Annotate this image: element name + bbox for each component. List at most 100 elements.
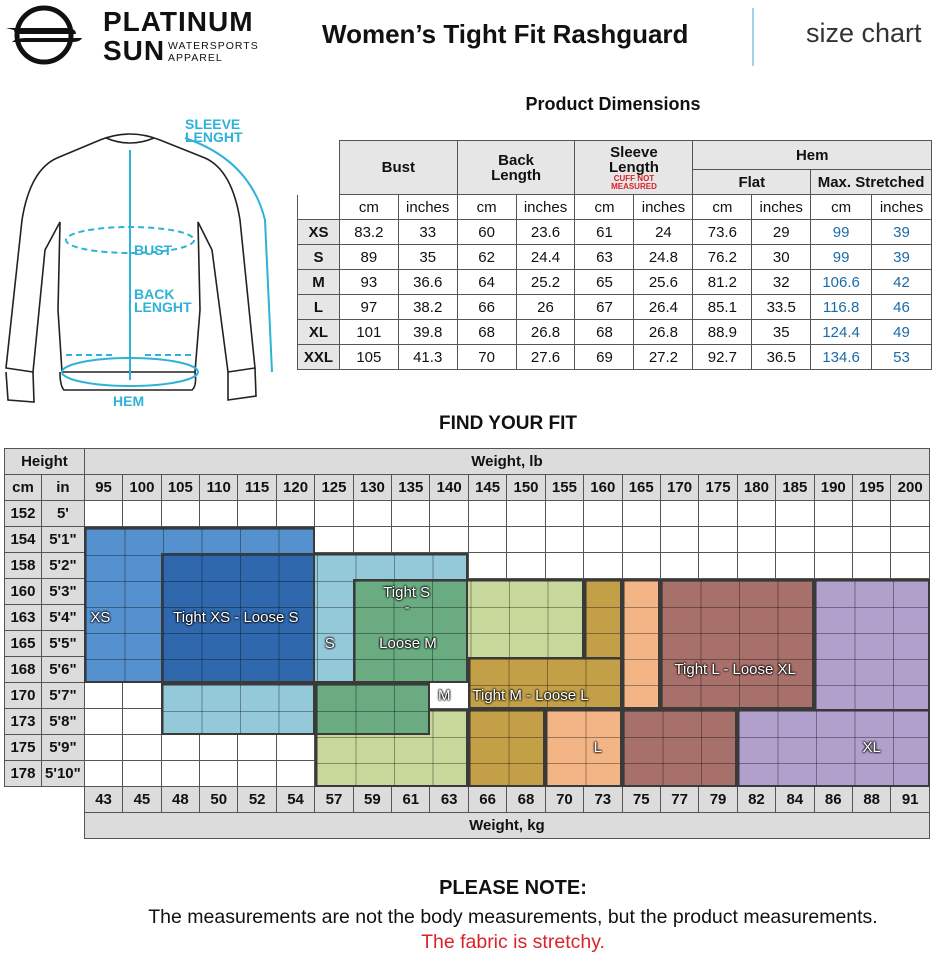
unit-header: cm	[338, 194, 399, 220]
dimension-value: 26	[515, 294, 576, 320]
grid-cell	[659, 500, 700, 527]
grid-cell	[237, 734, 277, 761]
size-label: XXL	[297, 344, 340, 370]
grid-cell	[391, 500, 431, 527]
weight-lb-cell: 100	[122, 474, 162, 501]
dimension-value: 67	[574, 294, 635, 320]
unit-header: inches	[751, 194, 812, 220]
units-corner	[297, 194, 340, 220]
dimension-value: 42	[871, 269, 932, 295]
weight-kg-cell: 57	[314, 786, 354, 813]
dimension-value: 99	[810, 219, 873, 245]
zone-label-tight-s-1: Tight S	[383, 583, 431, 601]
zone-tight_l-b	[622, 708, 738, 787]
dimension-value: 66	[456, 294, 517, 320]
dimension-value: 68	[574, 319, 635, 345]
grid-cell	[122, 734, 162, 761]
brand-tagline-line1: WATERSPORTS	[168, 40, 259, 52]
dimension-value: 25.6	[633, 269, 694, 295]
height-in-cell: 5'	[40, 500, 85, 527]
height-in-cell: 5'4"	[40, 604, 85, 631]
height-in-cell: 5'2"	[40, 552, 85, 579]
fit-title: FIND YOUR FIT	[439, 413, 577, 434]
height-in-cell: 5'5"	[40, 630, 85, 657]
zone-tight_l	[660, 578, 815, 709]
grid-cell	[160, 760, 201, 787]
dimension-value: 25.2	[515, 269, 576, 295]
weight-kg-cell: 88	[851, 786, 892, 813]
back-length-label: BACK LENGHT	[134, 286, 192, 315]
weight-kg-row: 43 45 48 50 52 54 57 59 61 63 66 68 70 73 75 77 79 82 84 86…	[5, 786, 930, 813]
height-in-cell: 5'7"	[40, 682, 85, 709]
height-cm-cell: 160	[4, 578, 42, 605]
grid-cell	[659, 552, 700, 579]
dimension-value: 32	[751, 269, 812, 295]
weight-lb-header: Weight, lb	[83, 448, 931, 475]
zone-label-tight-xs: Tight XS - Loose S	[173, 608, 299, 626]
height-cm-cell: 170	[4, 682, 42, 709]
height-in-cell: 5'9"	[40, 734, 85, 761]
size-label: XL	[297, 319, 340, 345]
dimension-value: 53	[871, 344, 932, 370]
weight-kg-cell: 48	[160, 786, 201, 813]
weight-kg-cell: 84	[775, 786, 815, 813]
dimension-value: 63	[574, 244, 635, 270]
zone-tight_m-b	[468, 656, 623, 709]
size-row: S 89 35 62 24.4 63 24.8 76.2 30 99 39	[297, 244, 932, 270]
grid-cell	[890, 552, 930, 579]
zone-tight_s	[353, 578, 469, 683]
weight-lb-cell: 105	[160, 474, 201, 501]
weight-lb-cell: 135	[391, 474, 431, 501]
dimension-value: 36.5	[751, 344, 812, 370]
units-row: cm inches cm inches cm inches cm inches cm inches	[297, 194, 932, 220]
grid-cell	[851, 500, 892, 527]
weight-lb-cell: 130	[352, 474, 393, 501]
dimension-value: 92.7	[692, 344, 753, 370]
size-row: XXL 105 41.3 70 27.6 69 27.2 92.7 36.5 134.6 53	[297, 344, 932, 370]
height-cm-cell: 152	[4, 500, 42, 527]
dimension-value: 24.4	[515, 244, 576, 270]
weight-kg-cell: 91	[890, 786, 930, 813]
rashguard-diagram	[5, 133, 273, 403]
weight-lb-cell: 170	[659, 474, 700, 501]
height-in-cell: 5'1"	[40, 526, 85, 553]
weight-kg-cell: 66	[467, 786, 508, 813]
weight-kg-cell: 77	[659, 786, 700, 813]
grid-cell	[467, 500, 508, 527]
height-in-cell: 5'10"	[40, 760, 85, 787]
weight-lb-cell: 125	[314, 474, 354, 501]
zone-label-tight-l: Tight L - Loose XL	[674, 660, 796, 678]
grid-cell	[83, 500, 124, 527]
grid-cell	[352, 526, 393, 553]
unit-header: inches	[633, 194, 694, 220]
grid-cell	[736, 526, 777, 553]
dimension-value: 26.8	[633, 319, 694, 345]
dimension-value: 65	[574, 269, 635, 295]
cm-header: cm	[4, 474, 42, 501]
grid-cell	[352, 500, 393, 527]
weight-lb-cell: 115	[237, 474, 277, 501]
dimension-value: 97	[338, 294, 399, 320]
sleeve-label: SLEEVE LENGHT	[185, 116, 243, 145]
dimension-value: 73.6	[692, 219, 753, 245]
bust-label: BUST	[134, 242, 173, 258]
weight-kg-cell: 63	[429, 786, 469, 813]
weight-kg-cell: 70	[544, 786, 585, 813]
dimension-value: 33.5	[751, 294, 812, 320]
weight-lb-cell: 150	[506, 474, 546, 501]
weight-lb-cell: 195	[851, 474, 892, 501]
dimension-value: 83.2	[338, 219, 399, 245]
zone-tight_s-b	[314, 682, 430, 735]
dimension-value: 30	[751, 244, 812, 270]
weight-lb-cell: 120	[275, 474, 316, 501]
grid-cell	[698, 526, 738, 553]
grid-cell	[506, 526, 546, 553]
weight-lb-cell: 165	[621, 474, 661, 501]
dimensions-title: Product Dimensions	[525, 94, 701, 114]
weight-kg-cell: 86	[813, 786, 853, 813]
weight-kg-cell: 52	[237, 786, 277, 813]
weight-kg-header: Weight, kg	[83, 812, 931, 839]
grid-cell	[199, 734, 239, 761]
grid-cell	[199, 760, 239, 787]
height-cm-cell: 165	[4, 630, 42, 657]
